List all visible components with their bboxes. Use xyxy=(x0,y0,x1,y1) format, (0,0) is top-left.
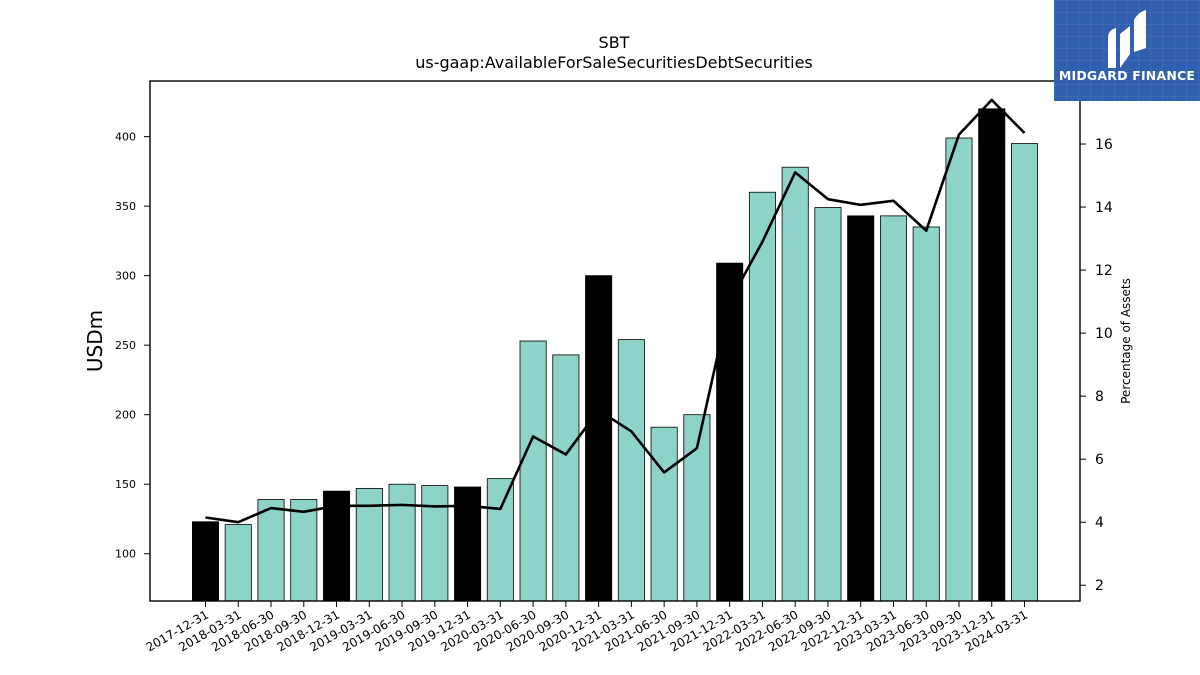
y-tick-label: 400 xyxy=(115,131,136,144)
bar-2022-06-30 xyxy=(781,166,809,602)
bar-2018-03-31 xyxy=(224,524,252,602)
y2-axis-label: Percentage of Assets xyxy=(1119,278,1133,404)
left-axis: 100 150 200 250 300 350 400 xyxy=(115,131,150,561)
bar-2023-06-30 xyxy=(912,226,940,602)
y2-tick-label: 10 xyxy=(1095,326,1113,342)
bar-2021-12-31 xyxy=(716,262,744,602)
y2-tick-label: 12 xyxy=(1095,263,1113,279)
bar-2022-12-31 xyxy=(847,215,875,602)
bar-2020-06-30 xyxy=(519,340,547,602)
y-tick-label: 350 xyxy=(115,200,136,213)
bar-2021-03-31 xyxy=(617,339,645,602)
bar-2019-06-30 xyxy=(388,483,416,602)
y-tick-label: 100 xyxy=(115,548,136,561)
bars-group xyxy=(191,108,1039,602)
percentage-line-group xyxy=(205,98,1026,524)
bar-2019-12-31 xyxy=(454,486,482,602)
bar-2023-12-31 xyxy=(978,108,1006,602)
y2-tick-label: 4 xyxy=(1095,515,1104,531)
percentage-line xyxy=(205,98,1026,524)
midgard-logo-icon xyxy=(1108,10,1146,68)
bar-2024-03-31 xyxy=(1011,143,1039,602)
y2-tick-label: 2 xyxy=(1095,578,1104,594)
bar-2022-09-30 xyxy=(814,207,842,602)
bar-2023-09-30 xyxy=(945,137,973,602)
bar-2021-06-30 xyxy=(650,426,678,602)
bar-2023-03-31 xyxy=(879,215,907,602)
y-tick-label: 300 xyxy=(115,270,136,283)
y2-tick-label: 16 xyxy=(1095,137,1113,153)
y2-tick-label: 6 xyxy=(1095,452,1104,468)
y-tick-label: 200 xyxy=(115,409,136,422)
bar-2022-03-31 xyxy=(748,191,776,602)
y2-tick-label: 14 xyxy=(1095,200,1113,216)
bar-2020-12-31 xyxy=(585,275,613,602)
bar-2019-09-30 xyxy=(421,485,449,602)
plot-frame xyxy=(149,80,1081,602)
y2-tick-label: 8 xyxy=(1095,389,1104,405)
bar-2018-06-30 xyxy=(257,499,285,602)
y-tick-label: 150 xyxy=(115,478,136,491)
x-axis: 2017-12-312018-03-312018-06-302018-09-30… xyxy=(144,601,1030,654)
bar-2020-03-31 xyxy=(486,478,514,602)
y-tick-label: 250 xyxy=(115,339,136,352)
bar-2020-09-30 xyxy=(552,354,580,602)
brand-logo: MIDGARD FINANCE xyxy=(1054,0,1200,101)
y-axis-label: USDm xyxy=(83,310,107,372)
bar-2018-09-30 xyxy=(290,499,318,602)
bar-2017-12-31 xyxy=(191,521,220,602)
chart-subtitle: us-gaap:AvailableForSaleSecuritiesDebtSe… xyxy=(415,53,813,72)
right-axis: 2 4 6 8 10 12 14 16 xyxy=(1080,137,1113,594)
brand-name: MIDGARD FINANCE xyxy=(1058,68,1196,83)
bar-2019-03-31 xyxy=(355,487,383,602)
bar-2018-12-31 xyxy=(323,490,351,602)
chart-title: SBT xyxy=(599,33,630,52)
